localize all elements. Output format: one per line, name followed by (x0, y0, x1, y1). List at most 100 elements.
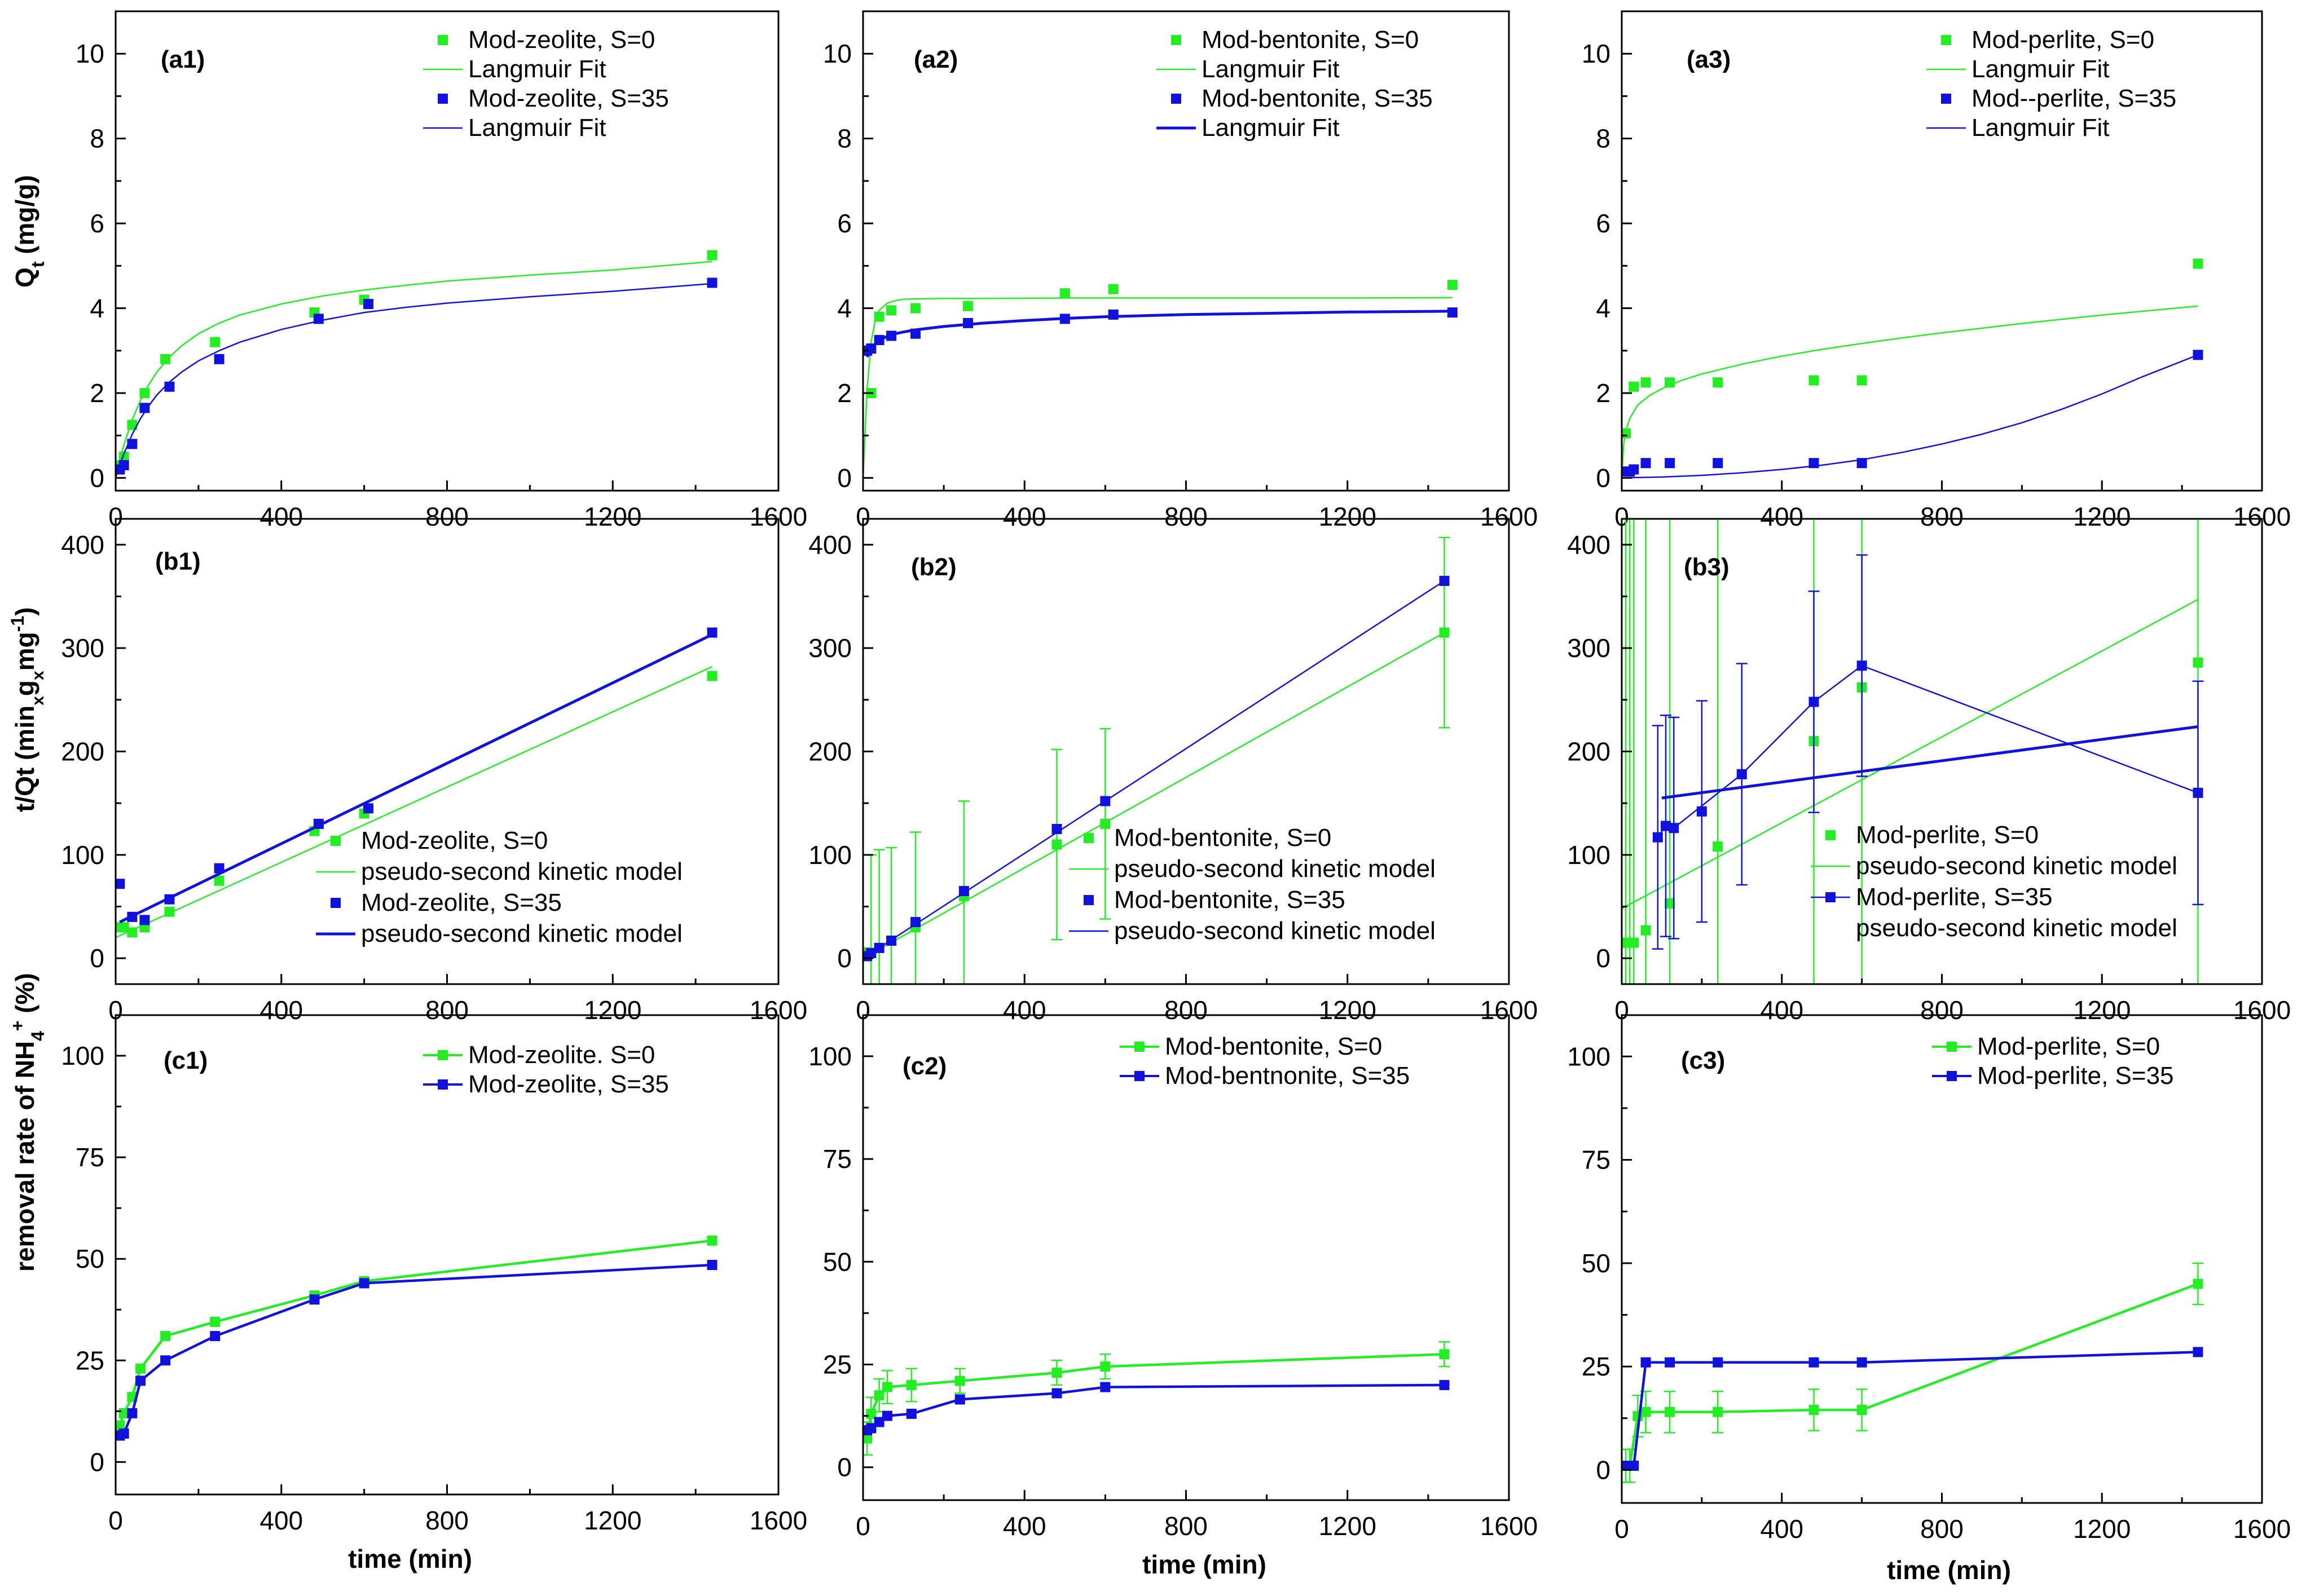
data-point (1713, 377, 1723, 388)
plot-area (116, 1235, 718, 1441)
data-point (210, 1331, 221, 1342)
y-tick-label: 10 (823, 39, 852, 68)
series-line (1626, 1351, 2198, 1467)
y-tick-label: 0 (837, 463, 852, 492)
y-tick-label: 100 (61, 840, 104, 870)
series-b2-3 (863, 580, 1445, 959)
data-point (363, 299, 373, 310)
x-tick-label: 0 (856, 1511, 870, 1541)
data-point (1640, 377, 1651, 388)
data-point (1808, 375, 1819, 386)
x-tick-label: 800 (425, 995, 469, 1025)
data-point (2193, 258, 2203, 269)
y-tick-label: 4 (837, 294, 852, 323)
y-tick-label: 0 (1596, 1455, 1610, 1484)
data-point (874, 311, 884, 322)
legend-label: Mod-bentonite, S=35 (1202, 85, 1433, 112)
data-point (210, 1316, 221, 1327)
y-tick-label: 4 (90, 294, 104, 323)
series-c3-0 (1622, 1262, 2204, 1483)
data-point (1713, 458, 1723, 469)
xlabel-col3: time (min) (1887, 1555, 2011, 1585)
series-a2-0 (866, 280, 1458, 398)
series-b1-1 (116, 666, 713, 938)
y-tick-label: 100 (808, 840, 852, 870)
x-tick-label: 1200 (2073, 1514, 2131, 1544)
legend-marker (1825, 892, 1836, 902)
y-tick-label: 50 (823, 1247, 852, 1276)
data-point (160, 1355, 171, 1366)
series-line (1626, 1282, 2199, 1467)
legend-label: pseudo-second kinetic model (361, 920, 683, 947)
series-a3-1 (1622, 305, 2198, 478)
x-tick-label: 400 (1760, 1514, 1803, 1544)
legend-label: Mod-perlite, S=35 (1856, 883, 2053, 911)
data-point (1856, 1405, 1867, 1416)
x-tick-label: 800 (425, 502, 469, 531)
y-tick-label: 75 (76, 1143, 104, 1172)
fit-line (116, 283, 712, 478)
data-point (118, 1408, 129, 1418)
legend-marker (1947, 1071, 1957, 1081)
legend-label: Langmuir Fit (468, 114, 606, 142)
x-tick-label: 0 (108, 1506, 123, 1535)
data-point (214, 863, 225, 874)
y-tick-label: 8 (90, 124, 104, 153)
legend-label: Mod-bentonite, S=0 (1202, 26, 1419, 54)
data-point (1713, 841, 1723, 852)
legend-label: Langmuir Fit (1202, 55, 1340, 83)
fit-line (1622, 598, 2199, 910)
xlabel-col2: time (min) (1142, 1550, 1266, 1579)
legend-label: pseudo-second kinetic model (1114, 917, 1436, 945)
y-tick-label: 100 (1567, 840, 1610, 870)
data-point (1059, 288, 1070, 299)
data-point (214, 354, 225, 364)
y-tick-label: 6 (90, 209, 104, 238)
data-point (2193, 1347, 2203, 1357)
data-point (906, 1408, 917, 1419)
data-point (1629, 1461, 1639, 1471)
series-a3-2 (1622, 350, 2203, 477)
y-tick-label: 200 (1567, 737, 1610, 766)
data-point (874, 1390, 884, 1401)
x-tick-label: 400 (259, 502, 303, 531)
series-b1-0 (116, 671, 718, 938)
series-b3-3 (1661, 725, 2198, 800)
data-point (2193, 787, 2203, 798)
x-tick-label: 1600 (2233, 1514, 2291, 1544)
y-tick-label: 100 (1567, 1042, 1610, 1071)
legend-label: Mod-zeolite, S=35 (468, 1070, 669, 1098)
panel-label: (a2) (914, 46, 958, 73)
y-tick-label: 25 (1582, 1352, 1610, 1381)
y-tick-label: 2 (1596, 378, 1610, 408)
fit-line (863, 580, 1445, 959)
data-point (1665, 1407, 1675, 1417)
x-tick-label: 400 (259, 1506, 303, 1535)
ticks: 0 25 50 75 100 0 400 800 1200 1600 (1567, 1042, 2291, 1544)
series-c2-1 (863, 1379, 1450, 1436)
legend-marker (1171, 94, 1181, 104)
legend-marker (331, 898, 341, 908)
legend-label: pseudo-second kinetic model (1856, 852, 2177, 880)
panel-label: (b3) (1684, 553, 1729, 581)
data-point (1051, 839, 1062, 850)
legend-marker (1825, 830, 1836, 840)
y-tick-label: 0 (90, 1447, 104, 1476)
y-tick-label: 75 (823, 1144, 852, 1174)
x-tick-label: 800 (425, 1506, 469, 1535)
y-tick-label: 300 (1567, 633, 1610, 663)
legend-marker (1171, 35, 1181, 45)
plot-area (863, 1341, 1450, 1456)
plot-area (116, 627, 718, 938)
y-tick-label: 200 (808, 737, 852, 766)
data-point (1439, 1379, 1450, 1390)
data-point (1856, 660, 1867, 671)
data-point (1640, 1357, 1651, 1368)
